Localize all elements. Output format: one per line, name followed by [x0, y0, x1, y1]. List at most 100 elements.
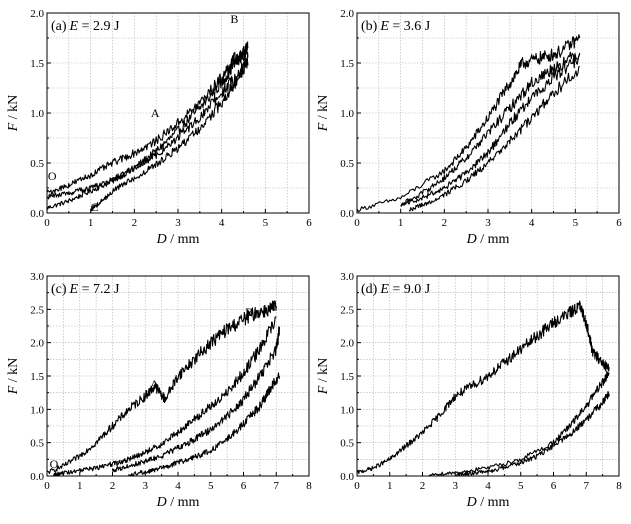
x-tick-label: 5 [263, 217, 269, 229]
series-line-1 [356, 300, 610, 475]
x-tick-label: 6 [241, 480, 247, 492]
annotation-c: C [116, 457, 124, 471]
panel-label: (c) [51, 282, 67, 297]
series-line-2 [400, 54, 581, 207]
y-tick-label: 0.0 [340, 471, 354, 483]
panel-title-value: = 3.6 J [389, 19, 431, 34]
y-axis-label: F / kN [6, 358, 21, 396]
y-tick-label: 2.0 [340, 8, 354, 20]
y-axis-label-unit: / kN [6, 358, 21, 386]
x-tick-label: 2 [420, 480, 426, 492]
panel-title: (d) E = 9.0 J [361, 282, 431, 297]
x-tick-label: 3 [485, 217, 491, 229]
y-axis-label-variable: F [316, 385, 331, 395]
x-tick-label: 6 [551, 480, 557, 492]
x-axis-label-variable: D [466, 232, 477, 247]
y-tick-label: 1.5 [340, 371, 354, 383]
annotation-a: A [151, 106, 160, 120]
grid [357, 13, 619, 213]
x-tick-label: 7 [584, 480, 590, 492]
y-tick-label: 0.0 [30, 471, 44, 483]
y-tick-label: 3.0 [340, 271, 354, 283]
chart-panel-2: 0 1 2 3 4 5 6 0.0 0.5 1.0 1.5 2.0 (b) E = 3.6 J D / mm… [316, 8, 622, 247]
x-tick-label: 2 [110, 480, 116, 492]
x-tick-label: 5 [573, 217, 579, 229]
series-line-2 [428, 371, 610, 477]
x-axis-label-unit: / mm [477, 232, 510, 247]
panel-title-value: = 9.0 J [389, 282, 431, 297]
x-tick-label: 0 [354, 217, 360, 229]
x-axis-label-variable: D [156, 495, 167, 510]
y-tick-label: 0.5 [340, 438, 354, 450]
x-tick-label: 1 [77, 480, 83, 492]
series-line-1 [356, 34, 581, 213]
x-tick-label: 4 [529, 217, 535, 229]
x-tick-label: 0 [44, 480, 50, 492]
x-tick-label: 0 [44, 217, 50, 229]
x-axis-label-variable: D [156, 232, 167, 247]
x-axis-label-unit: / mm [477, 495, 510, 510]
panel-title-variable: E [379, 282, 389, 297]
y-axis-label-variable: F [6, 385, 21, 395]
y-tick-label: 0.5 [30, 158, 44, 170]
x-tick-label: 5 [208, 480, 214, 492]
x-axis-label-unit: / mm [167, 232, 200, 247]
x-tick-label: 8 [306, 480, 312, 492]
x-tick-label: 4 [175, 480, 181, 492]
x-tick-label: 2 [442, 217, 448, 229]
annotation-b: B [230, 12, 238, 26]
x-tick-label: 1 [398, 217, 404, 229]
panel-title-value: = 2.9 J [78, 19, 120, 34]
panel-label: (a) [51, 19, 67, 34]
x-tick-label: 6 [306, 217, 312, 229]
x-axis-label: D / mm [466, 495, 510, 510]
y-axis-label: F / kN [316, 95, 331, 133]
x-tick-label: 8 [616, 480, 622, 492]
panel-title: (c) E = 7.2 J [51, 282, 120, 297]
y-tick-label: 2.5 [340, 304, 354, 316]
y-axis-label: F / kN [6, 95, 21, 133]
y-axis-label-unit: / kN [316, 358, 331, 386]
y-tick-label: 0.5 [340, 158, 354, 170]
y-tick-label: 2.0 [30, 338, 44, 350]
y-tick-label: 0.0 [340, 208, 354, 220]
panel-label: (b) [361, 19, 378, 34]
y-tick-label: 1.5 [340, 58, 354, 70]
y-tick-label: 1.5 [30, 58, 44, 70]
y-axis-label: F / kN [316, 358, 331, 396]
y-axis-label-unit: / kN [316, 95, 331, 123]
panel-label: (d) [361, 282, 378, 297]
x-tick-label: 5 [518, 480, 524, 492]
panel-title-variable: E [69, 19, 79, 34]
series-line-3 [46, 51, 249, 195]
y-tick-label: 3.0 [30, 271, 44, 283]
y-tick-label: 2.0 [30, 8, 44, 20]
series-line-3 [400, 51, 581, 207]
series-line-3 [111, 326, 281, 473]
annotation-b: B [245, 305, 253, 319]
annotation-o: O [50, 457, 59, 471]
y-tick-label: 1.5 [30, 371, 44, 383]
x-axis-label: D / mm [156, 495, 200, 510]
grid [47, 13, 309, 213]
chart-panel-4: 0 1 2 3 4 5 6 7 8 0.0 0.5 1.0 1.5 2.0 2.5 3.0 (d) E = 9.0… [316, 271, 622, 510]
y-axis-label-variable: F [6, 122, 21, 132]
y-tick-label: 1.0 [340, 404, 354, 416]
chart-panel-3: 0 1 2 3 4 5 6 7 8 0.0 0.5 1.0 1.5 2.0 2.5 3.0 (c) E = 7.2… [6, 271, 312, 510]
y-tick-label: 2.5 [30, 304, 44, 316]
x-tick-label: 4 [485, 480, 491, 492]
annotation-c: C [91, 200, 99, 214]
x-tick-label: 1 [387, 480, 393, 492]
panel-title-variable: E [379, 19, 389, 34]
series-line-1 [46, 300, 277, 475]
x-tick-label: 6 [616, 217, 622, 229]
x-tick-label: 7 [274, 480, 280, 492]
y-axis-label-unit: / kN [6, 95, 21, 123]
panel-title: (a) E = 2.9 J [51, 19, 120, 34]
y-tick-label: 1.0 [30, 108, 44, 120]
x-axis-label: D / mm [466, 232, 510, 247]
series-line-1 [46, 41, 249, 210]
x-tick-label: 2 [132, 217, 138, 229]
series-line-3 [454, 390, 610, 477]
